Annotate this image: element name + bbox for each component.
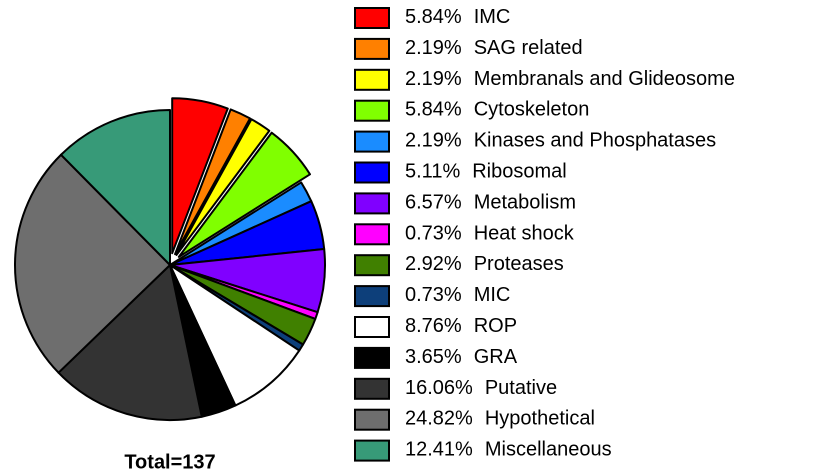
legend-entry: 6.57% Metabolism [405,192,576,214]
legend-entry: 24.82% Hypothetical [405,408,595,430]
legend-entry: 5.11% Ribosomal [405,161,567,183]
legend-name: Membranals and Glideosome [474,68,735,90]
legend-name: Cytoskeleton [474,99,590,121]
legend-value: 2.92% [405,253,462,275]
legend-value: 2.19% [405,130,462,152]
legend-name: ROP [474,315,517,337]
legend-value: 8.76% [405,315,462,337]
total-label: Total=137 [124,451,215,473]
legend-value: 3.65% [405,346,462,368]
legend-name: Ribosomal [472,161,566,183]
legend-swatch [354,408,390,431]
legend-entry: 2.19% Membranals and Glideosome [405,68,735,90]
legend-name: Proteases [474,253,564,275]
pie-slice [57,264,203,421]
legend-entry: 2.92% Proteases [405,253,564,275]
legend-value: 16.06% [405,377,473,399]
legend-swatch [354,346,390,369]
legend-swatch [354,7,390,29]
pie-slice [14,153,171,374]
legend-name: Miscellaneous [485,439,612,461]
legend-name: GRA [474,346,518,368]
legend-entry: 2.19% SAG related [405,37,583,59]
legend-value: 24.82% [405,408,473,430]
legend-value: 0.73% [405,284,462,306]
legend-value: 0.73% [405,223,462,245]
legend-swatch [354,192,390,215]
legend-swatch [354,161,390,184]
legend-name: MIC [474,284,511,306]
legend-value: 5.11% [405,161,460,183]
legend-swatch [354,130,390,153]
legend-swatch [354,37,390,60]
legend-swatch [354,254,390,277]
legend-swatch [354,223,390,246]
legend-value: 2.19% [405,68,462,90]
pie-slice [60,109,171,266]
legend-swatch [354,439,390,462]
legend-entry: 2.19% Kinases and Phosphatases [405,130,716,152]
legend-name: Kinases and Phosphatases [474,130,716,152]
legend-entry: 8.76% ROP [405,315,517,337]
legend-entry: 0.73% Heat shock [405,223,575,245]
legend-name: Hypothetical [485,408,595,430]
legend-value: 2.19% [405,37,462,59]
legend-swatch [354,68,390,91]
legend-name: Putative [485,377,557,399]
legend-name: SAG related [474,37,583,59]
legend-value: 5.84% [405,6,462,28]
legend-entry: 16.06% Putative [405,377,557,399]
pie-slice [175,118,271,256]
legend-name: Metabolism [474,192,576,214]
pie-slice [177,131,311,258]
legend-entry: 12.41% Miscellaneous [405,439,612,461]
legend-value: 5.84% [405,99,462,121]
pie-slice [171,97,229,255]
legend-entry: 5.84% Cytoskeleton [405,99,589,121]
legend-value: 12.41% [405,439,473,461]
legend-name: IMC [474,6,511,28]
legend-swatch [354,316,390,338]
legend-name: Heat shock [474,223,575,245]
legend-swatch [354,285,390,308]
legend-entry: 3.65% GRA [405,346,518,368]
legend-value: 6.57% [405,192,462,214]
legend-entry: 0.73% MIC [405,284,510,306]
legend-entry: 5.84% IMC [405,6,510,28]
pie-slice [174,108,251,256]
pie-slice [169,264,301,407]
legend-swatch [354,377,390,400]
legend-swatch [354,99,390,122]
